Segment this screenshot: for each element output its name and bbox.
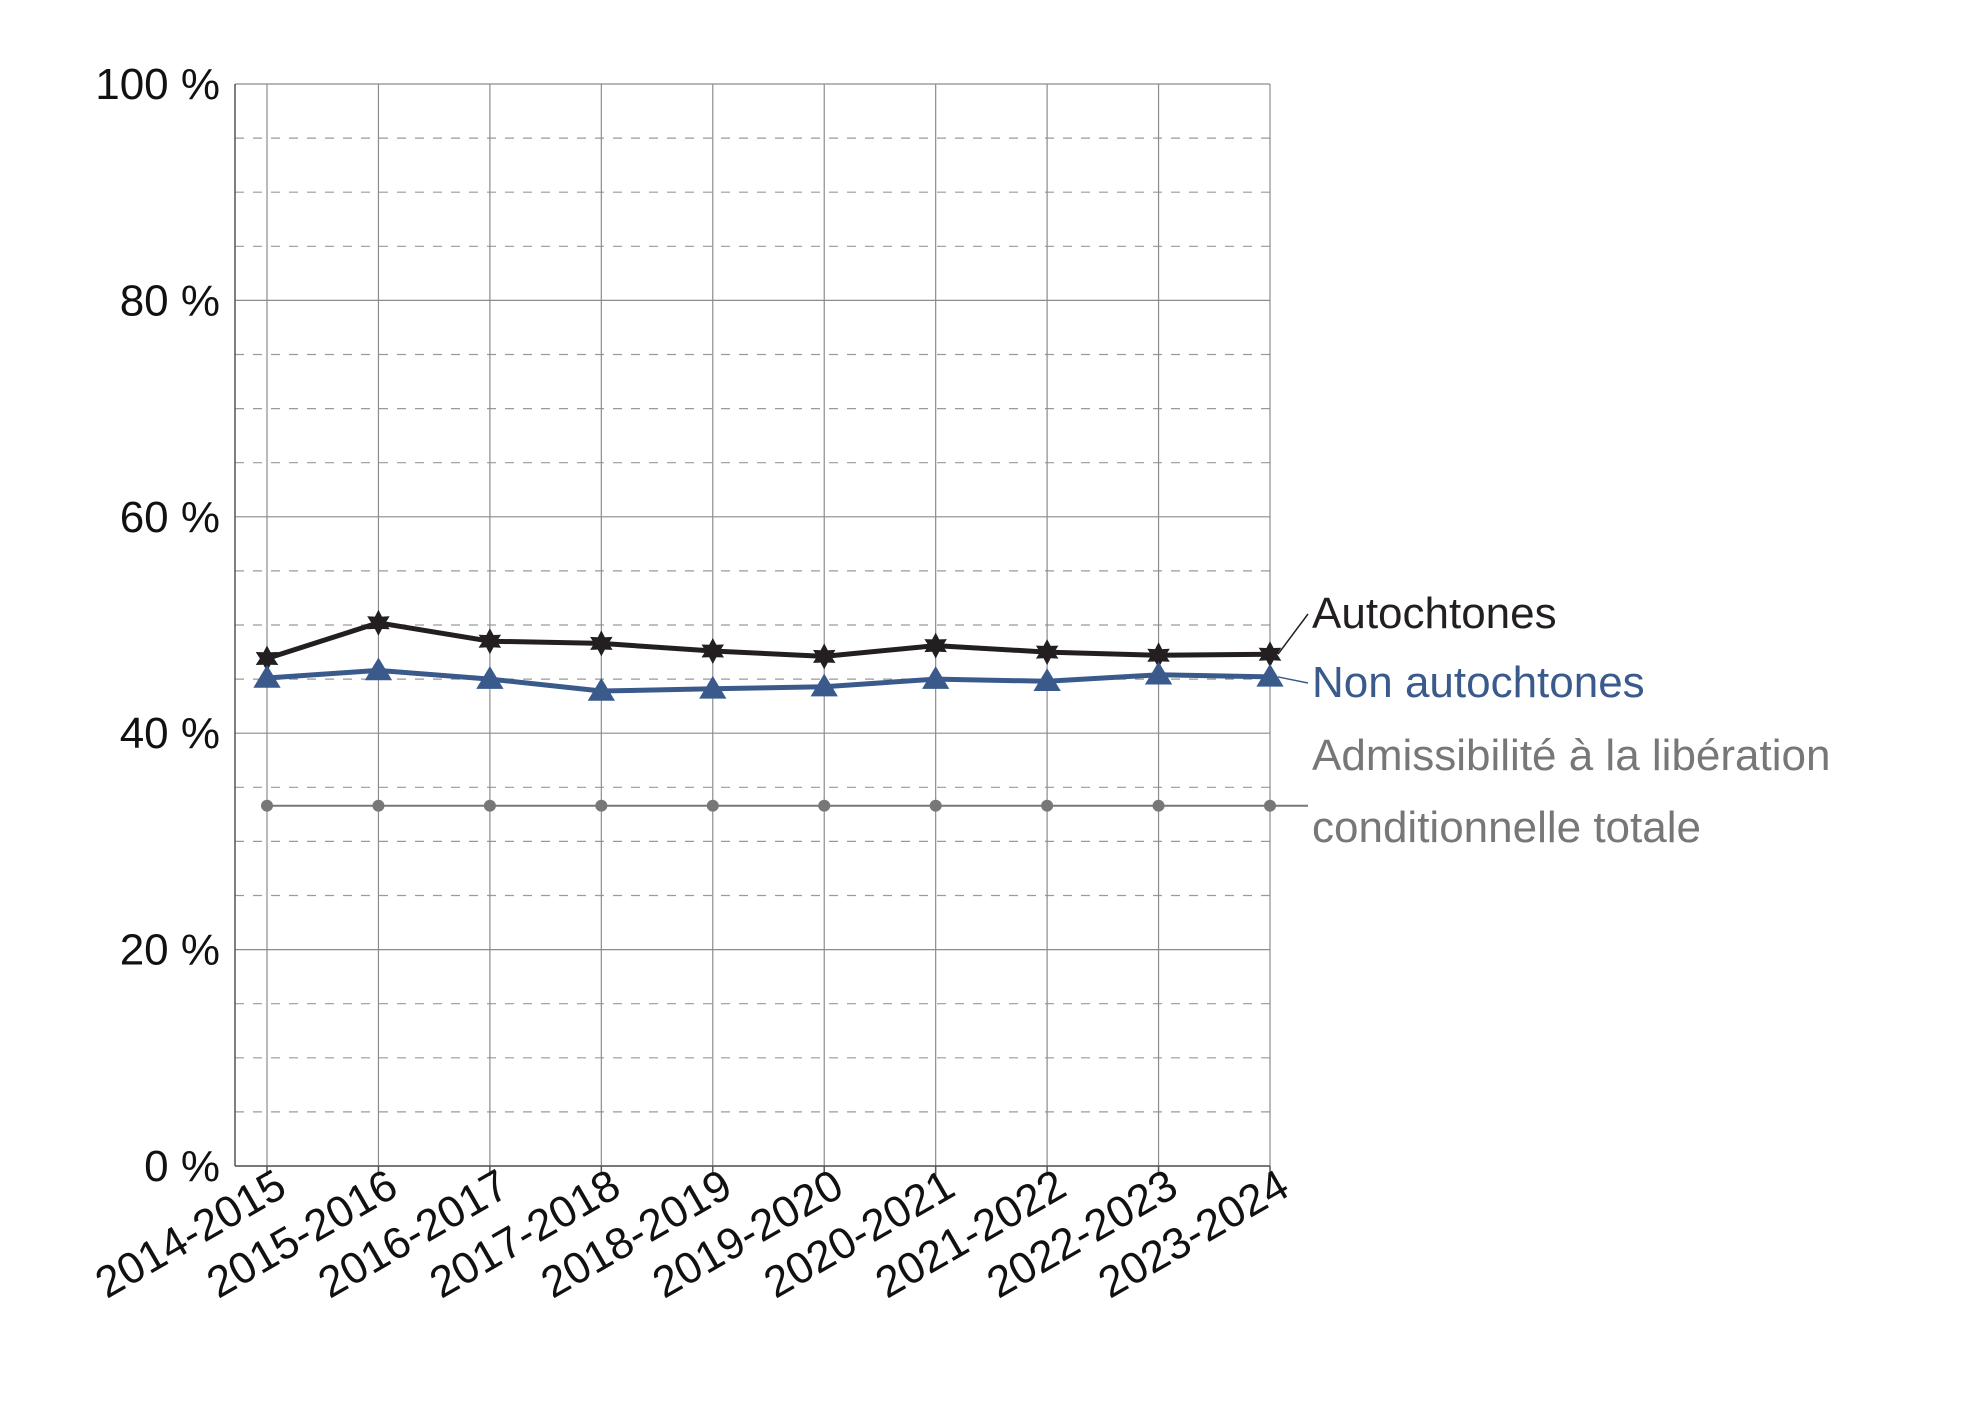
series-2: [261, 799, 1308, 812]
major-gridlines: [235, 83, 1271, 1167]
series-0: [255, 609, 1282, 672]
data-point: [261, 799, 273, 812]
data-point: [1041, 799, 1054, 812]
data-point: [1264, 799, 1276, 812]
x-axis-tick-labels: 2014-20152015-20162016-20172017-20182018…: [87, 1160, 1297, 1308]
series-layer: [253, 609, 1308, 812]
data-point: [706, 799, 719, 812]
data-point: [590, 630, 613, 657]
data-point: [595, 799, 608, 812]
data-point: [372, 799, 385, 812]
data-point: [367, 609, 390, 636]
data-point: [1256, 663, 1284, 687]
axes: [234, 84, 1271, 1176]
data-point: [1035, 639, 1059, 666]
data-point: [922, 666, 950, 689]
legend-label: conditionnelle totale: [1312, 803, 1701, 852]
data-point: [1033, 668, 1061, 692]
y-tick-label: 100 %: [95, 60, 220, 109]
data-point: [813, 643, 836, 670]
legend-label: Non autochtones: [1312, 658, 1645, 707]
data-point: [924, 632, 947, 659]
data-point: [255, 645, 279, 672]
legend-leader-line: [1277, 613, 1309, 655]
data-point: [253, 665, 281, 688]
y-tick-label: 60 %: [120, 493, 220, 542]
data-point: [699, 675, 727, 699]
legend-leader-line: [1277, 676, 1309, 684]
y-tick-label: 20 %: [120, 926, 220, 975]
legend: Autochtones Non autochtones Admissibilité …: [1277, 589, 1830, 852]
data-point: [476, 666, 504, 689]
legend-label: Autochtones: [1312, 589, 1557, 638]
data-point: [929, 799, 942, 812]
y-tick-label: 40 %: [120, 709, 220, 758]
y-tick-label: 80 %: [120, 276, 220, 325]
legend-label: Admissibilité à la libération: [1312, 731, 1830, 780]
data-point: [818, 799, 831, 812]
data-point: [1144, 661, 1173, 685]
y-tick-label: 0 %: [144, 1142, 220, 1191]
data-point: [364, 657, 393, 681]
data-point: [587, 678, 615, 701]
y-axis-tick-labels: 0 % 20 % 40 % 60 % 80 % 100 %: [95, 60, 220, 1191]
data-point: [478, 628, 502, 655]
data-point: [483, 799, 496, 812]
data-point: [1147, 642, 1170, 669]
series-1: [253, 657, 1284, 701]
data-point: [701, 638, 724, 664]
series-line: [266, 667, 1271, 694]
data-point: [1258, 641, 1282, 668]
data-point: [810, 673, 838, 697]
data-point: [1152, 799, 1165, 812]
series-line: [266, 620, 1271, 661]
